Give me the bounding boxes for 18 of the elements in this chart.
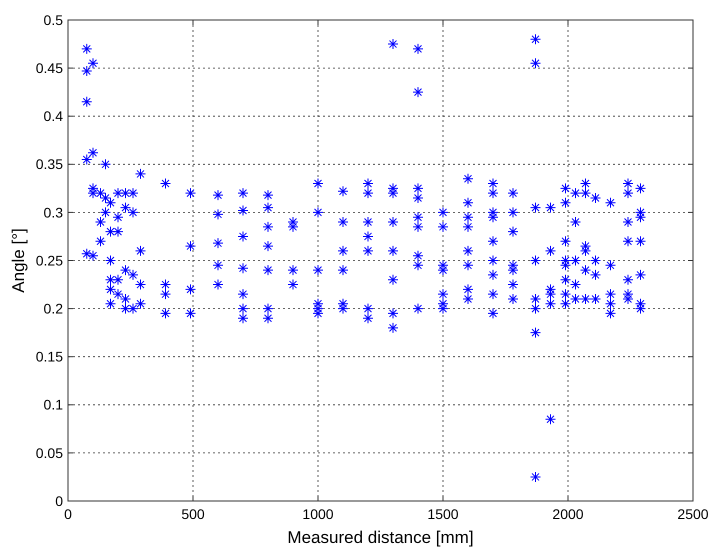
y-tick-label: 0.05 [36,444,64,461]
x-tick-label: 500 [181,506,205,522]
y-tick-label: 0.4 [44,108,64,124]
y-tick-label: 0.1 [44,396,64,413]
y-axis-title: Angle [°] [8,228,28,293]
y-tick-label: 0.25 [36,252,64,268]
y-tick-label: 0.35 [36,156,64,172]
x-tick-label: 1000 [302,506,334,522]
y-tick-label: 0.45 [36,60,64,76]
x-tick-label: 2500 [677,506,709,522]
x-axis-title: Measured distance [mm] [287,528,474,547]
y-tick-label: 0.5 [44,12,64,28]
y-tick-label: 0.2 [44,300,64,316]
y-tick-label: 0.3 [44,204,64,220]
x-tick-label: 2000 [552,506,584,522]
x-tick-label: 1500 [427,506,459,522]
y-tick-label: 0 [55,492,64,509]
y-tick-label: 0.15 [36,348,64,365]
